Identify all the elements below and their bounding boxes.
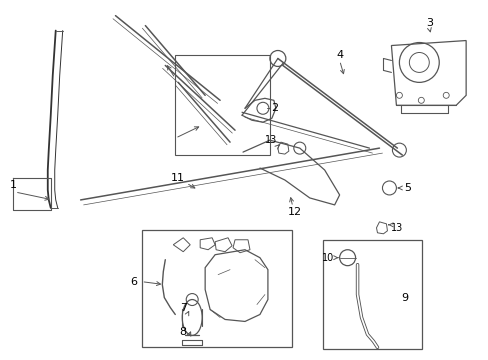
Bar: [142, 230, 291, 347]
Text: 5: 5: [403, 183, 410, 193]
Bar: [322, 240, 422, 349]
Text: 13: 13: [264, 135, 277, 145]
Text: 13: 13: [390, 223, 403, 233]
Text: 9: 9: [400, 293, 407, 302]
Text: 6: 6: [130, 276, 137, 287]
Text: 2: 2: [271, 103, 278, 113]
Text: 12: 12: [287, 207, 301, 217]
Text: 4: 4: [335, 50, 343, 60]
Text: 1: 1: [9, 180, 17, 190]
Text: 11: 11: [171, 173, 185, 183]
Text: 8: 8: [179, 327, 186, 337]
Text: 10: 10: [321, 253, 333, 263]
Bar: [175, 55, 269, 155]
Text: 3: 3: [425, 18, 432, 28]
Text: 7: 7: [179, 302, 186, 312]
